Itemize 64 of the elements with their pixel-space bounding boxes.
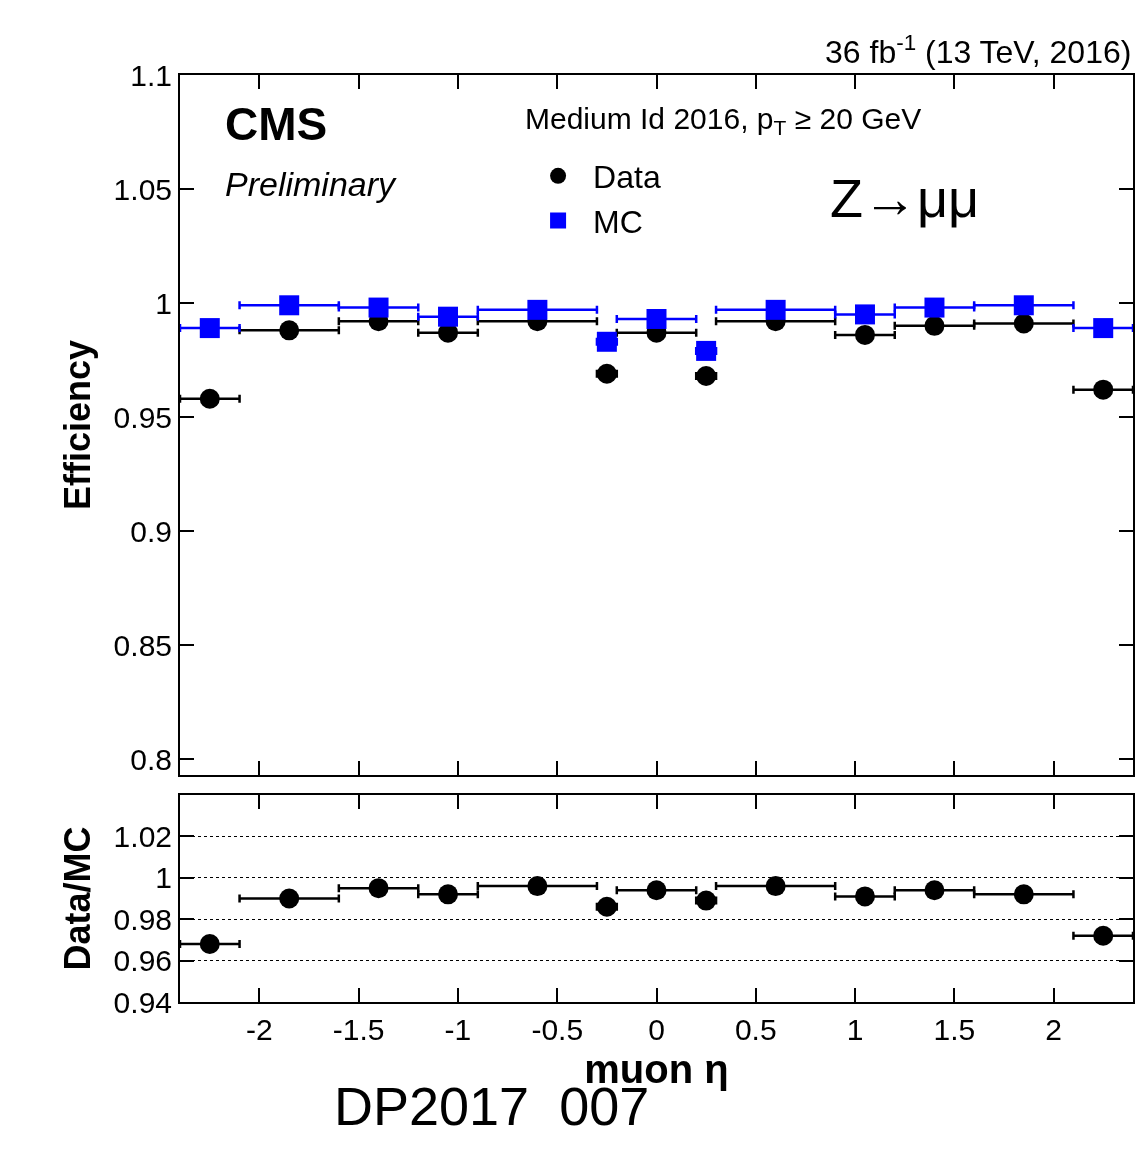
point <box>368 878 389 899</box>
point <box>765 299 786 320</box>
y-axis-title: Data/MC <box>57 826 99 971</box>
point <box>1013 313 1034 334</box>
point <box>279 320 300 341</box>
y-tick-label: 0.98 <box>113 902 172 936</box>
y-tick-label: 0.85 <box>113 628 172 662</box>
point <box>765 876 786 897</box>
point <box>696 365 717 386</box>
point <box>924 315 945 336</box>
x-tick-label: -1.5 <box>332 1013 385 1046</box>
y-tick-label: 1.1 <box>130 58 172 92</box>
point <box>1013 295 1034 316</box>
legend-label: MC <box>593 203 643 240</box>
point <box>368 297 389 318</box>
x-tick-label: -0.5 <box>531 1013 584 1046</box>
point <box>646 308 667 329</box>
point <box>854 324 875 345</box>
x-tick-label: -2 <box>246 1013 273 1046</box>
point <box>527 876 548 897</box>
y-tick-label: 1 <box>155 861 172 895</box>
point <box>1013 884 1034 905</box>
annotation: CMS <box>225 98 328 150</box>
point <box>696 340 717 361</box>
point <box>527 299 548 320</box>
point <box>199 388 220 409</box>
x-tick-label: 1.5 <box>933 1013 976 1046</box>
x-tick-label: 2 <box>1045 1013 1062 1046</box>
y-tick-label: 0.95 <box>113 400 172 434</box>
annotation: Z→μμ <box>830 168 980 228</box>
point <box>438 306 459 327</box>
point <box>646 880 667 901</box>
y-tick-label: 1.05 <box>113 172 172 206</box>
point <box>1093 379 1114 400</box>
point <box>279 295 300 316</box>
x-tick-label: -1 <box>444 1013 472 1046</box>
legend-label: Data <box>593 159 661 196</box>
point <box>854 304 875 325</box>
y-tick-label: 0.9 <box>130 514 172 548</box>
point <box>596 363 617 384</box>
y-tick-label: 1.02 <box>113 819 172 853</box>
point <box>596 896 617 917</box>
y-tick-label: 0.8 <box>130 742 172 776</box>
point <box>279 888 300 909</box>
point <box>1093 925 1114 946</box>
y-tick-label: 0.94 <box>113 985 172 1019</box>
point <box>1093 318 1114 339</box>
y-tick-label: 0.96 <box>113 944 172 978</box>
y-tick-label: 1 <box>155 286 172 320</box>
x-tick-label: 0 <box>648 1013 665 1046</box>
point <box>199 318 220 339</box>
annotation: Medium Id 2016, p$_{T}$ ≥ 20 GeV <box>525 102 922 140</box>
x-tick-label: 1 <box>846 1013 864 1046</box>
point <box>438 884 459 905</box>
point <box>924 297 945 318</box>
y-axis-title: Efficiency <box>57 339 99 511</box>
x-tick-label: 0.5 <box>734 1013 777 1046</box>
point <box>696 890 717 911</box>
text: 36 fb$^{-1}$ (13 TeV, 2016) <box>825 30 1132 71</box>
point <box>596 331 617 352</box>
point <box>199 934 220 955</box>
annotation: Preliminary <box>225 165 398 203</box>
point <box>854 886 875 907</box>
point <box>924 880 945 901</box>
